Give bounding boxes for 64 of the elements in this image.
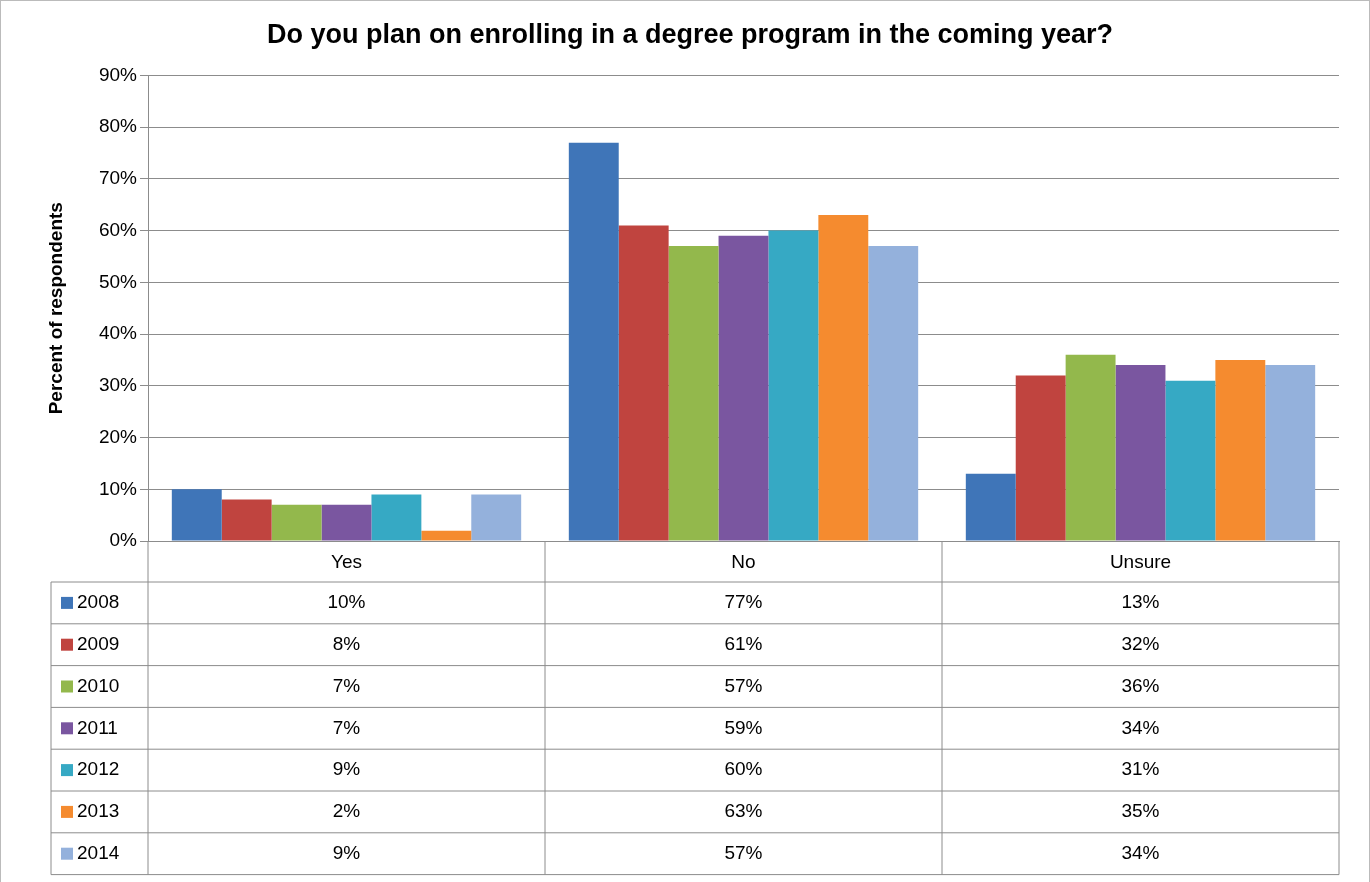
chart-title: Do you plan on enrolling in a degree program in the coming year? bbox=[266, 18, 1114, 49]
y-tick-label: 70% bbox=[98, 167, 138, 189]
data-label: 2% bbox=[332, 800, 361, 822]
y-tick-label: 40% bbox=[98, 322, 138, 344]
bar bbox=[171, 489, 222, 541]
legend-label: 2011 bbox=[77, 716, 118, 738]
data-label: 36% bbox=[1121, 674, 1160, 696]
bar bbox=[221, 499, 272, 541]
bar bbox=[321, 504, 372, 541]
bar bbox=[471, 494, 522, 541]
data-label: 32% bbox=[1121, 632, 1160, 654]
data-label: 13% bbox=[1121, 591, 1160, 613]
data-label: 63% bbox=[724, 800, 763, 822]
legend-label: 2014 bbox=[77, 841, 120, 863]
data-label: 7% bbox=[332, 674, 361, 696]
data-label: 35% bbox=[1121, 800, 1160, 822]
data-label: 8% bbox=[332, 632, 361, 654]
bar bbox=[1265, 365, 1316, 541]
data-label: 34% bbox=[1121, 716, 1160, 738]
bar bbox=[818, 215, 869, 541]
y-tick-label: 20% bbox=[98, 425, 138, 447]
y-tick-label: 0% bbox=[109, 529, 138, 551]
data-label: 60% bbox=[724, 758, 763, 780]
data-label: 57% bbox=[724, 841, 763, 863]
y-tick-label: 30% bbox=[98, 374, 138, 396]
bar bbox=[965, 473, 1016, 541]
data-label: 31% bbox=[1121, 758, 1160, 780]
bar bbox=[1165, 380, 1216, 541]
data-label: 9% bbox=[332, 758, 361, 780]
data-label: 77% bbox=[724, 591, 763, 613]
data-label: 9% bbox=[332, 841, 361, 863]
y-tick-label: 10% bbox=[98, 477, 138, 499]
bar bbox=[1115, 365, 1166, 541]
bar bbox=[271, 504, 322, 541]
data-label: 7% bbox=[332, 716, 361, 738]
x-tick-label: Yes bbox=[331, 550, 362, 572]
data-label: 59% bbox=[724, 716, 763, 738]
x-tick-label: Unsure bbox=[1109, 550, 1172, 572]
bar bbox=[668, 246, 719, 541]
legend-label: 2008 bbox=[77, 591, 120, 613]
data-label: 61% bbox=[724, 632, 763, 654]
y-tick-label: 80% bbox=[98, 115, 138, 137]
bar bbox=[1015, 375, 1066, 541]
x-tick-label: No bbox=[731, 550, 756, 572]
bar bbox=[568, 142, 619, 541]
y-tick-label: 60% bbox=[98, 218, 138, 240]
bar bbox=[718, 235, 769, 541]
data-label: 10% bbox=[327, 591, 366, 613]
bar bbox=[618, 225, 669, 541]
legend-label: 2009 bbox=[77, 632, 120, 654]
data-label: 34% bbox=[1121, 841, 1160, 863]
bar bbox=[868, 246, 919, 541]
bar bbox=[1065, 354, 1116, 541]
y-tick-label: 90% bbox=[98, 63, 138, 85]
y-axis-title: Percent of respondents bbox=[44, 202, 66, 415]
bar bbox=[421, 530, 472, 541]
legend-label: 2013 bbox=[77, 800, 120, 822]
legend-label: 2012 bbox=[77, 758, 120, 780]
y-tick-label: 50% bbox=[98, 270, 138, 292]
bar bbox=[371, 494, 422, 541]
bar bbox=[1215, 359, 1266, 541]
data-label: 57% bbox=[724, 674, 763, 696]
legend-label: 2010 bbox=[77, 674, 120, 696]
bar bbox=[768, 230, 819, 541]
